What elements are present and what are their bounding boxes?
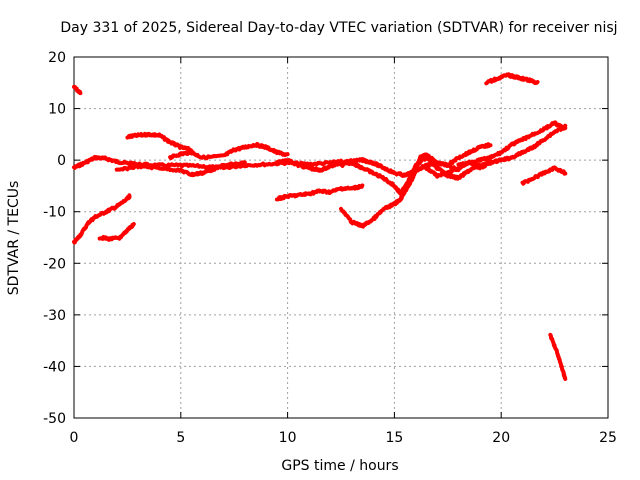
series-arc-7: [114, 160, 247, 178]
y-tick-label: -10: [43, 205, 66, 221]
series-arc-12: [424, 120, 568, 179]
y-tick-label: -30: [43, 308, 66, 324]
series-arc-5: [125, 131, 194, 153]
data-series: [72, 72, 568, 381]
x-tick-label: 5: [176, 430, 185, 446]
x-tick-label: 25: [599, 430, 617, 446]
x-tick-label: 15: [385, 430, 403, 446]
series-arc-6: [168, 141, 290, 161]
x-axis-label: GPS time / hours: [281, 458, 398, 474]
series-arc-1: [72, 84, 83, 96]
series-arc-11: [339, 142, 493, 229]
series-arc-10: [274, 183, 365, 202]
series-arc-13: [456, 123, 568, 171]
series-arc-8: [274, 157, 461, 178]
y-axis-label: SDTVAR / TECUs: [6, 181, 22, 296]
plot-area-border: [73, 56, 609, 419]
series-arc-15: [520, 165, 568, 186]
y-tick-label: -20: [43, 256, 66, 272]
y-tick-label: -50: [43, 411, 66, 427]
x-tick-label: 20: [492, 430, 510, 446]
series-arc-9: [339, 155, 493, 197]
chart-title: Day 331 of 2025, Sidereal Day-to-day VTE…: [60, 20, 617, 36]
x-tick-label: 0: [70, 430, 79, 446]
axis-ticks: 0 5 10 15 20 25 -50 -40 -30 -20 -10 0 10 20: [43, 50, 617, 446]
series-arc-14: [484, 72, 540, 86]
x-tick-label: 10: [279, 430, 297, 446]
y-tick-label: -40: [43, 359, 66, 375]
y-tick-label: 0: [57, 153, 66, 169]
series-arc-4: [97, 222, 136, 242]
y-tick-label: 10: [48, 102, 66, 118]
y-tick-label: 20: [48, 50, 66, 66]
series-arc-16: [548, 332, 568, 381]
series-arc-3: [72, 193, 132, 245]
